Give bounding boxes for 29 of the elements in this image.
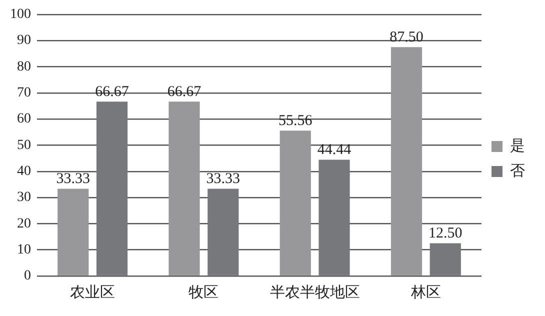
bar <box>318 160 350 276</box>
x-tick-label: 牧区 <box>188 284 219 301</box>
bar <box>96 102 128 276</box>
bar <box>430 243 461 276</box>
y-tick-label: 10 <box>17 242 31 258</box>
text: 33.33 <box>206 171 240 188</box>
bar <box>208 188 239 276</box>
y-tick-label: 70 <box>17 86 31 101</box>
y-tick-label: 100 <box>10 7 31 22</box>
bar <box>390 47 422 276</box>
text: 12.50 <box>428 226 462 242</box>
y-tick-label: 30 <box>17 190 31 206</box>
legend-label: 否 <box>510 163 525 180</box>
text: 33.33 <box>56 171 90 188</box>
y-tick-label: 50 <box>17 138 31 153</box>
y-tick-label: 40 <box>17 164 31 180</box>
y-tick-label: 0 <box>24 268 31 284</box>
x-tick-label: 农业区 <box>70 284 116 301</box>
y-tick-label: 80 <box>17 59 31 74</box>
text: 44.44 <box>317 142 352 158</box>
bar <box>58 188 89 276</box>
y-tick-label: 60 <box>17 112 31 127</box>
x-tick-label: 林区 <box>410 284 441 301</box>
y-tick-label: 20 <box>17 216 31 232</box>
bar <box>280 130 311 276</box>
y-tick-label: 90 <box>17 33 31 48</box>
legend-label: 是 <box>510 138 525 154</box>
bar <box>168 102 200 276</box>
x-tick-label: 半农半牧地区 <box>270 284 360 301</box>
